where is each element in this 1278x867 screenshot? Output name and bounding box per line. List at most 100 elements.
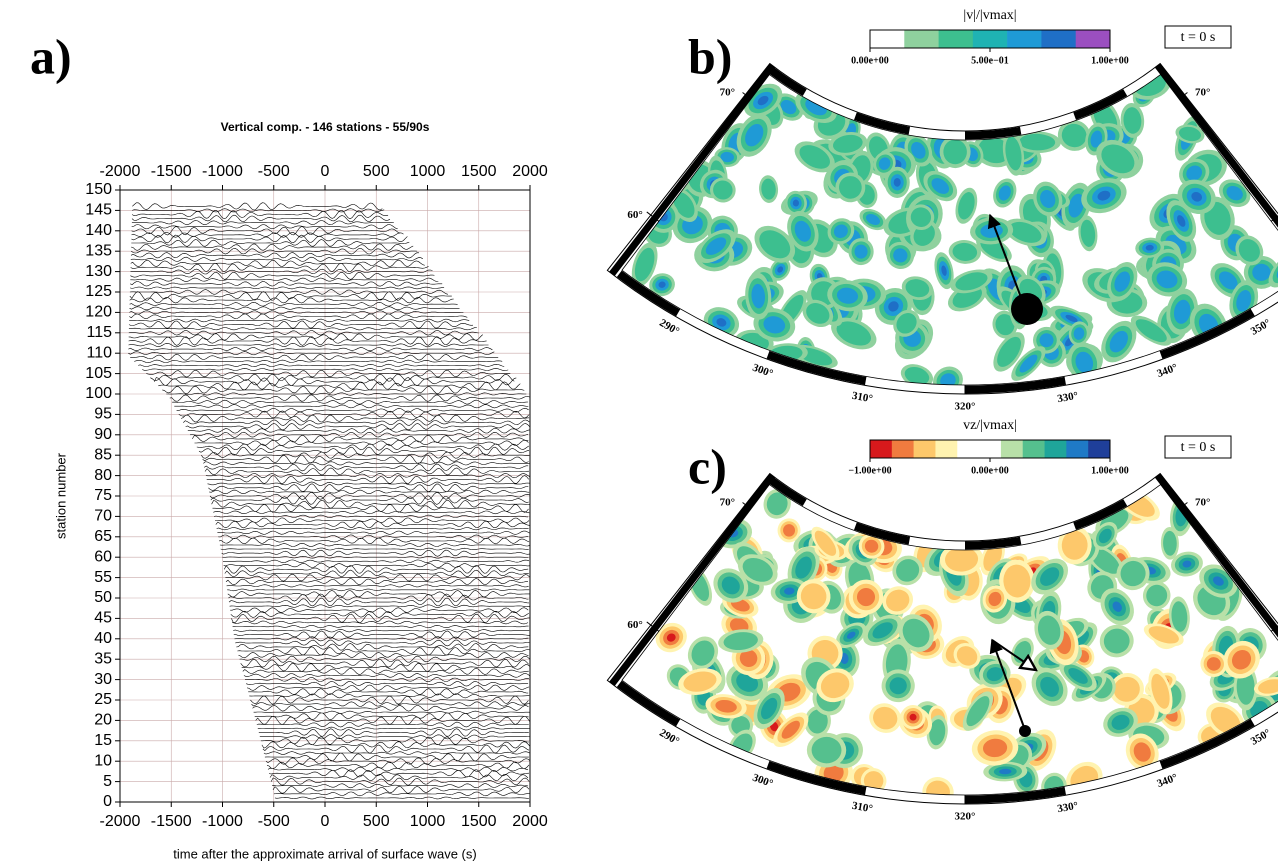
field-blob: [666, 633, 676, 642]
frame-side: [609, 63, 776, 277]
colorbar-swatch: [870, 30, 905, 48]
lat-tick: [1270, 625, 1278, 632]
time-label: t = 0 s: [1181, 30, 1216, 45]
x-tick-label-top: 500: [363, 163, 390, 180]
frame-segment: [964, 126, 1022, 140]
field-blob: [904, 366, 930, 385]
colorbar-title: vz/|vmax|: [963, 418, 1017, 433]
lon-tick-label: 300°: [751, 362, 775, 380]
y-tick-label: 130: [85, 263, 112, 280]
y-tick-label: 30: [94, 671, 112, 688]
field-blob: [1177, 215, 1186, 227]
time-box: [1164, 25, 1232, 49]
x-tick-label-top: 1000: [410, 163, 446, 180]
field-blob: [1073, 327, 1085, 340]
field-blob: [1065, 314, 1078, 323]
field-blob: [739, 649, 758, 668]
frame-segment: [1073, 89, 1128, 120]
y-tick-label: 70: [94, 508, 112, 525]
field-blob: [896, 313, 917, 334]
field-blob: [998, 185, 1011, 201]
time-box: [1164, 435, 1232, 459]
colorbar-swatch: [979, 440, 1002, 458]
field-blob: [1040, 567, 1060, 586]
field-blob: [1163, 530, 1177, 556]
x-tick-label: 0: [321, 813, 330, 830]
x-tick-label-top: -2000: [100, 163, 141, 180]
lon-tick-label: 330°: [1056, 390, 1079, 405]
colorbar-tick-label: 0.00e+00: [971, 465, 1009, 476]
field-blob: [836, 287, 859, 304]
field-blob: [766, 492, 788, 516]
field-blob: [1090, 548, 1120, 574]
field: [621, 484, 1278, 796]
lon-tick: [766, 350, 771, 360]
field-blob: [761, 697, 778, 720]
field-blob: [1068, 668, 1088, 684]
colorbar-swatch: [904, 30, 939, 48]
lon-tick-label: 340°: [1155, 362, 1179, 380]
field-blob: [832, 134, 863, 153]
field-blob: [893, 177, 901, 187]
colorbar-swatch: [1041, 30, 1077, 48]
colorbar-swatch: [1066, 440, 1089, 458]
field-blob: [763, 316, 786, 334]
field-blob: [999, 768, 1012, 775]
x-tick-label: 1000: [410, 813, 446, 830]
field-blob: [1090, 130, 1103, 148]
field-blob: [806, 303, 830, 324]
field-blob: [836, 321, 872, 346]
field-blob: [751, 283, 765, 309]
x-tick-label: -1000: [202, 813, 243, 830]
field-blob: [955, 272, 988, 291]
field-blob: [784, 587, 795, 595]
field-blob: [1040, 676, 1059, 697]
field-blob: [878, 157, 891, 170]
x-tick-label-top: 0: [321, 163, 330, 180]
arrows-c: [989, 638, 1036, 737]
frame-side: [609, 473, 776, 687]
lon-tick: [675, 308, 681, 317]
field-blob: [1145, 244, 1154, 251]
field-blob: [720, 151, 734, 163]
y-tick-label: 110: [86, 344, 112, 361]
colorbar-swatch: [972, 30, 1008, 48]
field-blob: [896, 559, 920, 582]
lon-tick-label: 340°: [1155, 772, 1179, 790]
colorbar-tick-label: −1.00e+00: [848, 465, 891, 476]
frame-segment: [854, 112, 911, 135]
colorbar-tick-label: 1.00e+00: [1091, 55, 1129, 66]
field-blob: [1191, 191, 1203, 202]
colorbar-swatch: [891, 440, 914, 458]
field-blob: [1075, 351, 1094, 374]
field-blob: [1252, 263, 1271, 281]
panel-a: a) Vertical comp. - 146 stations - 55/90s…: [30, 28, 548, 861]
field-blob: [1009, 221, 1042, 243]
y-tick-label: 85: [94, 446, 112, 463]
lat-tick: [1178, 502, 1188, 510]
field-blob: [811, 736, 842, 764]
colorbar-swatch: [1022, 440, 1045, 458]
field-blob: [889, 677, 907, 695]
y-tick-label: 140: [85, 222, 112, 239]
field-blob: [820, 672, 850, 699]
field-blob: [1151, 673, 1170, 709]
field-blob: [800, 583, 827, 610]
waveforms: [128, 202, 531, 800]
lon-tick-label: 320°: [955, 401, 976, 413]
y-tick-label: 60: [94, 548, 112, 565]
field-blob: [799, 145, 830, 169]
field-blob: [893, 248, 908, 263]
lon-tick: [1063, 786, 1067, 796]
field-blob: [691, 640, 715, 666]
frame-segment: [964, 376, 1066, 394]
x-tick-label-top: 1500: [461, 163, 497, 180]
lon-tick-label: 350°: [1249, 317, 1273, 338]
frame-segment: [767, 351, 866, 385]
lon-tick: [1249, 308, 1255, 317]
field-blob: [673, 192, 695, 218]
field-blob: [1148, 626, 1179, 644]
x-axis-label: time after the approximate arrival of su…: [173, 846, 476, 861]
field-blob: [745, 123, 764, 147]
